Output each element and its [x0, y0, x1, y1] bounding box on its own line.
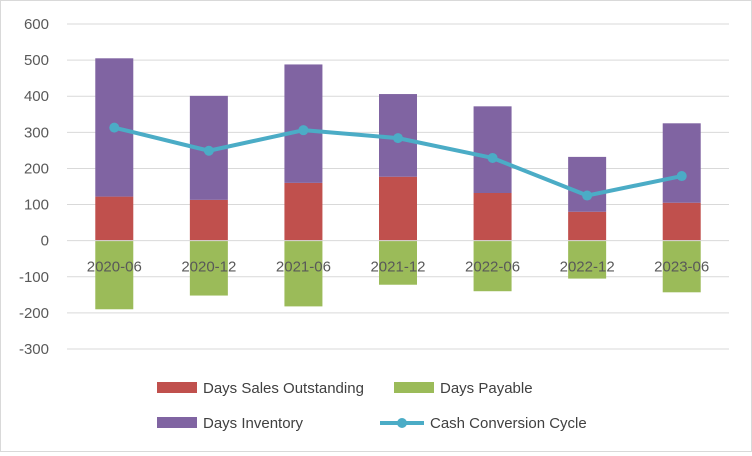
bar-days-inventory	[473, 106, 512, 193]
bar-days-payable	[95, 240, 134, 310]
legend-marker-cash-conversion-cycle	[397, 418, 407, 428]
bar-days-sales-outstanding	[95, 196, 134, 241]
y-tick-label: -100	[19, 269, 49, 286]
x-tick-label: 2021-12	[370, 259, 425, 276]
legend-label-cash-conversion-cycle: Cash Conversion Cycle	[430, 415, 587, 432]
line-point	[487, 152, 498, 163]
line-point	[393, 133, 403, 144]
y-tick-label: 100	[24, 197, 49, 214]
legend-swatch-days-inventory	[157, 417, 197, 428]
bar-days-sales-outstanding	[473, 193, 512, 241]
line-point	[582, 190, 593, 201]
y-tick-label: -300	[19, 341, 49, 358]
legend-label-days-inventory: Days Inventory	[203, 415, 304, 432]
bar-days-inventory	[662, 123, 701, 203]
legend-label-days-sales-outstanding: Days Sales Outstanding	[203, 380, 364, 397]
bar-days-sales-outstanding	[568, 211, 607, 241]
line-point	[109, 122, 120, 133]
y-axis-ticks: -300 -200 -100 0 100 200 300 400 500 600	[19, 16, 49, 358]
legend: Days Sales Outstanding Days Payable Days I…	[157, 380, 587, 432]
legend-swatch-days-sales-outstanding	[157, 382, 197, 393]
x-tick-label: 2020-06	[87, 259, 142, 276]
y-tick-label: 400	[24, 88, 49, 105]
x-tick-label: 2022-12	[560, 259, 615, 276]
bar-days-payable	[284, 240, 323, 307]
x-tick-label: 2023-06	[654, 259, 709, 276]
y-tick-label: 0	[41, 233, 49, 250]
x-axis-ticks: 2020-06 2020-12 2021-06 2021-12 2022-06 2022-…	[87, 259, 709, 276]
bar-days-inventory	[568, 156, 607, 212]
bar-days-payable	[379, 240, 417, 285]
x-tick-label: 2022-06	[465, 259, 520, 276]
bar-days-payable	[662, 240, 701, 293]
bar-days-sales-outstanding	[379, 176, 417, 241]
bar-days-sales-outstanding	[189, 199, 228, 241]
line-point	[298, 125, 309, 136]
y-tick-label: 200	[24, 160, 49, 177]
x-tick-label: 2021-06	[276, 259, 331, 276]
bar-days-payable	[568, 240, 607, 279]
bar-days-inventory	[284, 64, 323, 183]
y-tick-label: 600	[24, 16, 49, 33]
bar-days-payable	[473, 240, 512, 292]
line-point	[676, 171, 687, 182]
x-tick-label: 2020-12	[181, 259, 236, 276]
y-tick-label: 300	[24, 124, 49, 141]
bar-days-sales-outstanding	[662, 202, 701, 241]
cash-conversion-cycle-line	[109, 122, 687, 201]
y-tick-label: -200	[19, 305, 49, 322]
legend-label-days-payable: Days Payable	[440, 380, 533, 397]
y-tick-label: 500	[24, 52, 49, 69]
bar-days-payable	[189, 240, 228, 296]
legend-swatch-days-payable	[394, 382, 434, 393]
bar-days-sales-outstanding	[284, 182, 323, 241]
line-point	[203, 145, 214, 156]
